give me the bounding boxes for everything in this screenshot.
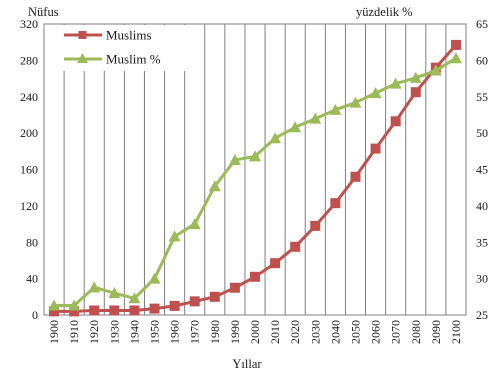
data-point: [128, 292, 141, 304]
data-point: [49, 306, 60, 317]
left-tick-label: 160: [20, 163, 38, 177]
left-tick-label: 200: [20, 126, 38, 140]
right-tick-label: 45: [476, 163, 488, 177]
data-point: [309, 112, 322, 124]
x-tick-label: 2020: [288, 320, 302, 344]
data-point: [229, 282, 240, 293]
x-tick-label: 1960: [168, 320, 182, 344]
data-point: [69, 306, 80, 317]
left-tick-label: 120: [20, 199, 38, 213]
x-tick-label: 1970: [188, 320, 202, 344]
data-point: [228, 154, 241, 166]
data-point: [350, 171, 361, 182]
right-tick-label: 55: [476, 90, 488, 104]
data-point: [129, 305, 140, 316]
x-tick-label: 2050: [348, 320, 362, 344]
x-tick-label: 1950: [148, 320, 162, 344]
data-point: [48, 299, 61, 311]
x-tick-label: 2040: [328, 320, 342, 344]
data-point: [270, 258, 281, 269]
left-tick-label: 280: [20, 53, 38, 67]
data-point: [450, 39, 461, 50]
data-point: [349, 96, 362, 108]
right-tick-label: 40: [476, 199, 488, 213]
data-point: [89, 305, 100, 316]
data-point: [429, 64, 442, 76]
data-point: [269, 132, 282, 144]
data-point: [168, 230, 181, 242]
data-point: [250, 271, 260, 282]
series-muslim: [48, 52, 462, 311]
plot-area-frame: [43, 23, 467, 316]
right-axis-tick-labels: 25 30 35 40 45 50 55 60 65: [476, 17, 488, 322]
left-tick-label: 320: [20, 17, 38, 31]
x-axis-title: Yıllar: [232, 357, 262, 371]
data-point: [189, 296, 200, 307]
data-point: [390, 116, 401, 127]
data-point: [208, 180, 221, 192]
legend: Muslims Muslim %: [57, 25, 189, 71]
right-tick-label: 60: [476, 53, 488, 67]
data-point: [108, 287, 121, 299]
data-point: [409, 71, 422, 83]
legend-muslims-label: Muslims: [106, 28, 152, 43]
x-tick-label: 2060: [369, 320, 383, 344]
data-point: [330, 198, 341, 209]
series-muslims: [49, 39, 461, 317]
data-point: [68, 299, 81, 311]
data-point: [310, 220, 321, 231]
data-point: [290, 241, 301, 252]
x-tick-label: 1920: [87, 320, 101, 344]
x-tick-label: 2070: [389, 320, 403, 344]
data-point: [188, 218, 201, 230]
x-tick-label: 1930: [107, 320, 121, 344]
series-layer: [48, 39, 462, 317]
data-point: [370, 143, 381, 154]
data-point: [289, 121, 302, 133]
data-point: [169, 300, 180, 311]
right-tick-label: 35: [476, 235, 488, 249]
x-axis-tick-labels: 1900 1910 1920 1930 1940 1950 1960 1970 1980 1990…: [47, 320, 463, 344]
data-point: [410, 87, 421, 98]
legend-muslims-marker: [78, 31, 87, 39]
x-tick-label: 1910: [67, 320, 81, 344]
x-tick-label: 1940: [127, 320, 141, 344]
x-tick-label: 2000: [248, 320, 262, 344]
data-point: [389, 77, 402, 89]
right-tick-label: 65: [476, 17, 488, 31]
right-tick-label: 25: [476, 308, 488, 322]
data-point: [88, 281, 101, 293]
right-tick-label: 30: [476, 272, 488, 286]
x-tick-label: 2100: [449, 320, 463, 344]
right-axis-title: yüzdelik %: [356, 5, 413, 19]
x-tick-label: 1980: [208, 320, 222, 344]
data-point: [149, 303, 160, 314]
data-point: [148, 272, 161, 284]
left-tick-label: 240: [20, 90, 38, 104]
right-tick-label: 50: [476, 126, 488, 140]
x-tick-label: 2010: [268, 320, 282, 344]
x-tick-label: 2030: [308, 320, 322, 344]
data-point: [109, 305, 120, 316]
left-tick-label: 40: [26, 272, 38, 286]
x-tick-label: 1900: [47, 320, 61, 344]
data-point: [369, 87, 382, 99]
left-axis-title: Nüfus: [28, 5, 59, 19]
data-point: [249, 150, 261, 162]
legend-muslim-percent-label: Muslim %: [106, 52, 161, 67]
data-point: [449, 52, 462, 64]
legend-muslim-percent-marker: [77, 53, 88, 63]
data-point: [329, 103, 342, 115]
x-tick-label: 2080: [409, 320, 423, 344]
left-axis-tick-labels: 0 40 80 120 160 200 240 280 320: [20, 17, 38, 322]
data-point: [209, 291, 220, 302]
x-tick-label: 1990: [228, 320, 242, 344]
x-tick-label: 2090: [429, 320, 443, 344]
left-tick-label: 80: [26, 235, 38, 249]
vertical-gridlines: [63, 24, 447, 315]
left-tick-label: 0: [32, 308, 38, 322]
